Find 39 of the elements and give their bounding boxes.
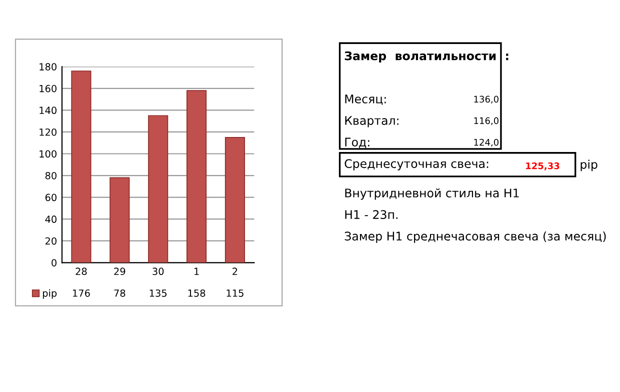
y-tick-label: 180 [40,63,56,70]
data-label: 135 [150,289,167,297]
data-label: 78 [114,289,126,297]
text: Внутридневной стиль на H1 [345,188,519,200]
text: 136,0 [474,96,498,104]
text: Замер волатильности : [344,51,508,63]
x-tick-label: 30 [152,268,164,276]
text: Месяц: [345,94,386,105]
y-tick-label: 0 [52,259,56,266]
y-tick-label: 140 [40,106,56,114]
text: pip [580,160,598,172]
y-tick-label: 160 [40,84,56,92]
text: 116,0 [474,117,498,126]
text: 124,0 [474,138,498,147]
text: Замер H1 среднечасовая свеча (за месяц) [344,231,606,243]
x-tick-label: 29 [114,268,126,276]
bar [148,115,168,263]
text: H1 - 23п. [345,210,398,220]
text: 125,33 [526,162,560,170]
bar [71,70,92,263]
bar [186,90,207,263]
x-tick-label: 28 [76,268,87,276]
text: Год: [345,138,370,148]
data-label: 115 [226,290,244,297]
y-tick-label: 80 [45,172,56,180]
y-tick-label: 60 [45,194,56,202]
data-label: 176 [73,289,90,297]
y-tick-label: 120 [40,128,56,136]
x-tick-label: 1 [194,268,199,275]
bar [110,177,130,263]
text: Квартал: [345,116,398,128]
y-tick-label: 40 [45,216,56,223]
bar [224,137,246,263]
data-label: 158 [188,289,206,297]
legend-label: pip [42,289,57,299]
text: Среднесуточная свеча: [344,159,488,170]
x-tick-label: 2 [232,268,238,275]
y-tick-label: 20 [45,237,56,245]
y-tick-label: 100 [40,150,56,158]
